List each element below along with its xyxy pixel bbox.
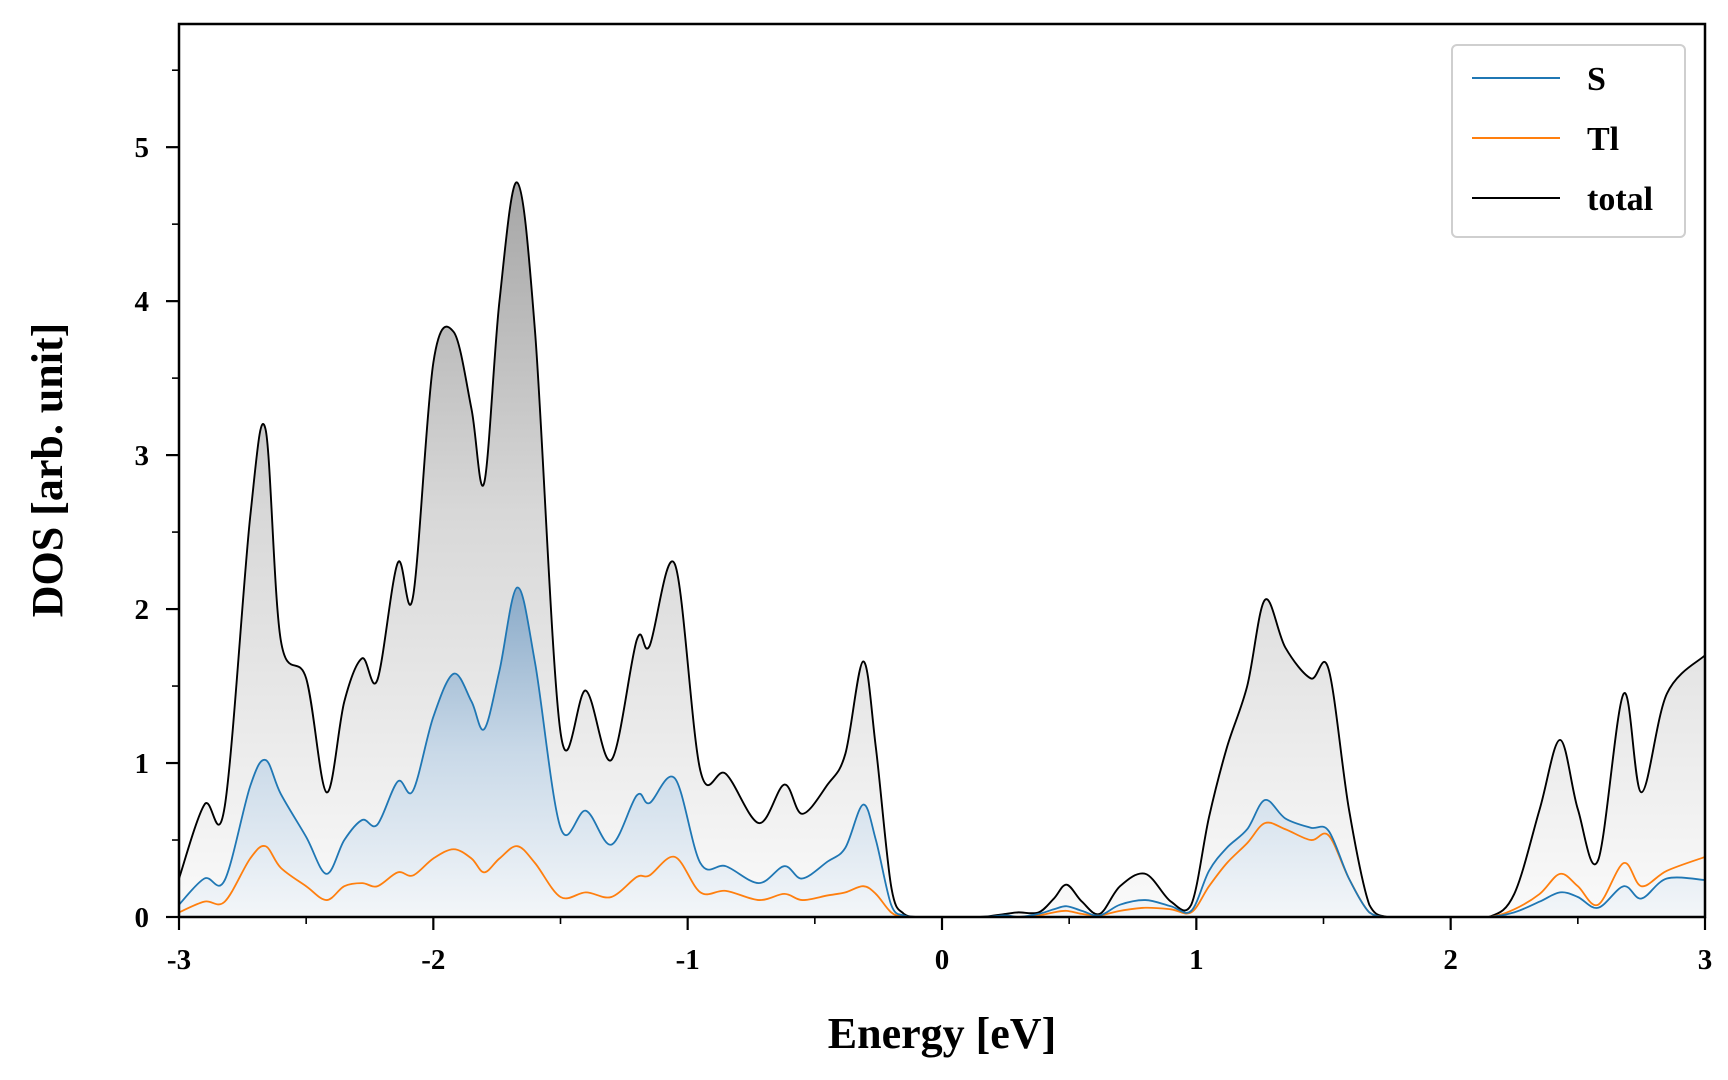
y-tick-label: 0: [135, 902, 150, 934]
legend-label-tl: Tl: [1587, 121, 1619, 158]
x-tick-label: -2: [421, 944, 445, 976]
legend-label-total: total: [1587, 181, 1653, 218]
y-tick-label: 3: [135, 440, 150, 472]
legend-box: [1451, 44, 1686, 238]
legend: S Tl total: [1451, 44, 1686, 238]
x-tick-label: 1: [1189, 944, 1204, 976]
x-tick-label: 3: [1698, 944, 1713, 976]
x-tick-label: -1: [676, 944, 700, 976]
legend-label-s: S: [1587, 61, 1606, 98]
y-tick-label: 2: [135, 594, 150, 626]
series-line-total: [179, 181, 1705, 917]
x-tick-label: 0: [935, 944, 950, 976]
series-fills: [179, 182, 1705, 917]
series-line-tl: [179, 821, 1705, 917]
y-axis-title: DOS [arb. unit]: [23, 323, 72, 618]
y-tick-label: 5: [135, 132, 150, 164]
x-axis-title: Energy [eV]: [828, 1009, 1057, 1058]
x-tick-label: -3: [167, 944, 191, 976]
y-tick-label: 1: [135, 748, 150, 780]
y-tick-label: 4: [135, 286, 150, 318]
axis-ticks: -3 -2 -1 0 1 2 3 0 1 2 3 4 5: [135, 69, 1713, 976]
x-tick-label: 2: [1443, 944, 1458, 976]
